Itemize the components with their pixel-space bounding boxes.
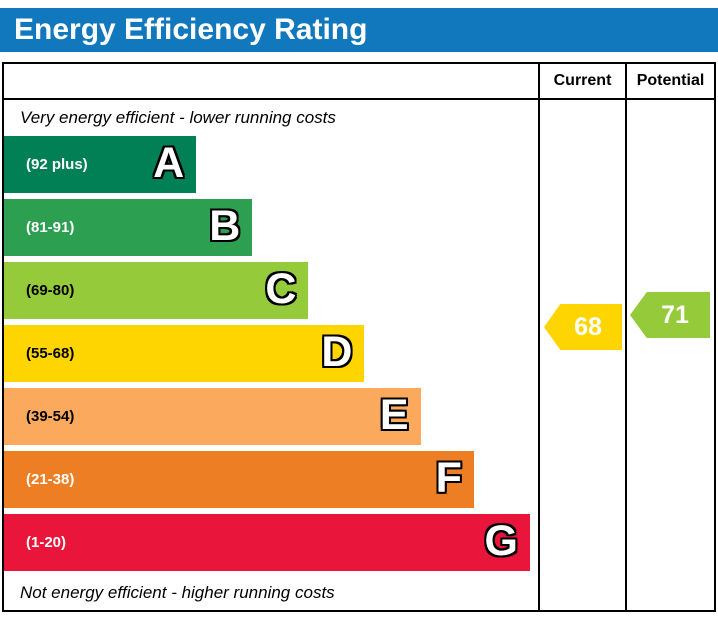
band-letter-d: D xyxy=(321,327,353,376)
band-range-e: (39-54) xyxy=(26,408,75,425)
band-e: (39-54) E xyxy=(4,388,421,445)
band-letter-e: E xyxy=(379,390,409,439)
band-range-b: (81-91) xyxy=(26,219,75,236)
page-title: Energy Efficiency Rating xyxy=(0,8,718,52)
band-a: (92 plus) A xyxy=(4,136,197,193)
band-range-g: (1-20) xyxy=(26,534,67,551)
bands-column: Very energy efficient - lower running co… xyxy=(4,64,540,610)
top-caption: Very energy efficient - lower running co… xyxy=(20,108,336,127)
potential-column: Potential 71 xyxy=(627,64,714,610)
band-range-d: (55-68) xyxy=(26,345,75,362)
potential-column-header: Potential xyxy=(627,64,714,100)
band-f: (21-38) F xyxy=(4,451,474,508)
potential-rating-value: 71 xyxy=(661,300,689,329)
band-range-a: (92 plus) xyxy=(26,156,88,173)
potential-rating-arrow: 71 xyxy=(630,292,710,338)
band-range-c: (69-80) xyxy=(26,282,75,299)
current-rating-value: 68 xyxy=(574,312,602,341)
band-letter-g: G xyxy=(484,516,518,565)
band-c: (69-80) C xyxy=(4,262,309,319)
band-letter-c: C xyxy=(265,264,297,313)
bands-column-header-spacer xyxy=(4,64,538,100)
bottom-caption: Not energy efficient - higher running co… xyxy=(20,582,335,602)
band-d: (55-68) D xyxy=(4,325,365,382)
band-letter-a: A xyxy=(153,138,185,187)
energy-efficiency-chart: Very energy efficient - lower running co… xyxy=(2,62,716,612)
band-g: (1-20) G xyxy=(4,514,530,571)
current-rating-arrow: 68 xyxy=(544,304,622,350)
band-letter-f: F xyxy=(435,453,462,502)
current-column-header: Current xyxy=(540,64,625,100)
rating-bands: (92 plus) A (81-91) B (69-80) C (55-68) … xyxy=(4,136,538,571)
band-b: (81-91) B xyxy=(4,199,253,256)
current-column: Current 68 xyxy=(540,64,627,610)
band-letter-b: B xyxy=(209,201,241,250)
band-range-f: (21-38) xyxy=(26,471,75,488)
